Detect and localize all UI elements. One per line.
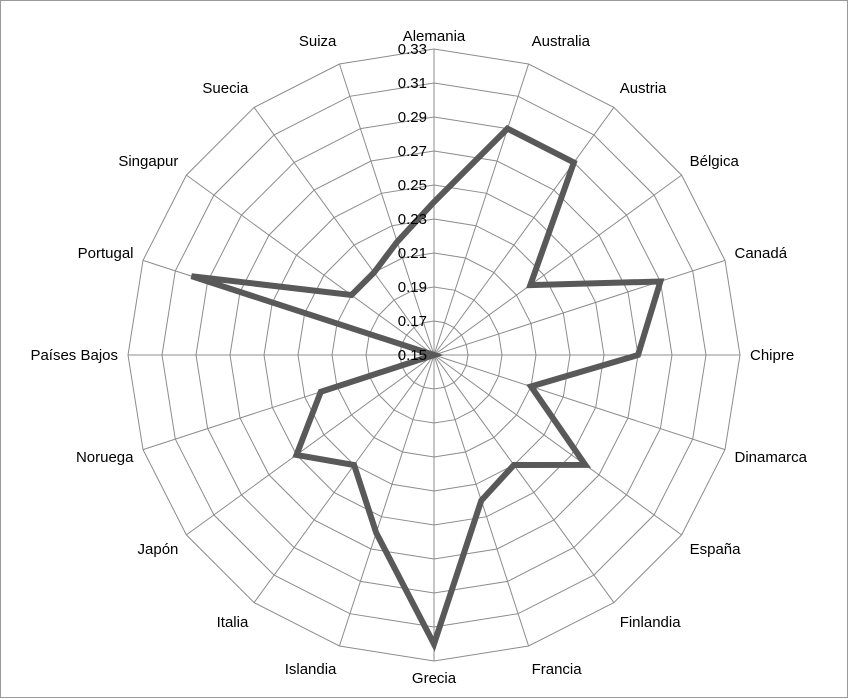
grid-spoke xyxy=(254,355,434,603)
grid-spoke xyxy=(339,64,434,355)
tick-label: 0.27 xyxy=(398,143,427,160)
category-label: Finlandia xyxy=(620,614,682,631)
category-label: Portugal xyxy=(78,245,134,262)
category-label: Grecia xyxy=(412,670,457,687)
category-label: Australia xyxy=(532,33,591,50)
grid-spoke xyxy=(434,260,725,355)
category-label: Austria xyxy=(620,80,667,97)
category-label: Países Bajos xyxy=(30,347,118,364)
category-label: Suecia xyxy=(202,80,249,97)
tick-label: 0.29 xyxy=(398,109,427,126)
category-label: Singapur xyxy=(118,153,178,170)
grid-spoke xyxy=(434,64,529,355)
series-line xyxy=(192,129,661,644)
tick-label: 0.25 xyxy=(398,177,427,194)
category-label: Islandia xyxy=(285,661,337,678)
tick-label-layer: 0.150.170.190.210.230.250.270.290.310.33 xyxy=(398,41,427,364)
tick-label: 0.21 xyxy=(398,245,427,262)
category-label: Bélgica xyxy=(690,153,740,170)
category-label: Alemania xyxy=(403,28,466,45)
tick-label: 0.31 xyxy=(398,75,427,92)
tick-label: 0.19 xyxy=(398,279,427,296)
category-label: Chipre xyxy=(750,347,794,364)
tick-label: 0.23 xyxy=(398,211,427,228)
category-label: Suiza xyxy=(299,33,337,50)
grid-spoke xyxy=(434,107,614,355)
category-label: Canadá xyxy=(735,245,788,262)
grid-spoke xyxy=(186,355,434,535)
series-layer xyxy=(191,129,660,644)
category-label: Noruega xyxy=(76,449,134,466)
tick-label: 0.15 xyxy=(398,347,427,364)
category-label: Japón xyxy=(138,541,179,558)
category-label: Italia xyxy=(217,614,249,631)
category-label: Dinamarca xyxy=(735,449,808,466)
tick-label: 0.17 xyxy=(398,313,427,330)
category-label: España xyxy=(690,541,742,558)
category-label: Francia xyxy=(532,661,583,678)
grid-spoke xyxy=(339,355,434,646)
grid-spoke xyxy=(434,355,682,535)
